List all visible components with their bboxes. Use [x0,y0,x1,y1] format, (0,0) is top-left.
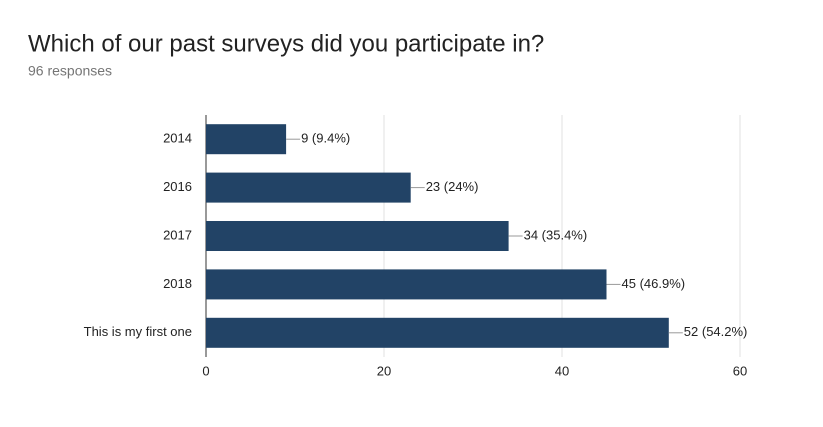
x-tick-label: 20 [377,363,391,378]
x-tick-label: 40 [555,363,569,378]
value-label: 23 (24%) [426,179,479,194]
x-tick-label: 60 [733,363,747,378]
bar [206,124,287,155]
chart-title: Which of our past surveys did you partic… [28,30,544,57]
bar [206,220,509,252]
y-tick-label: 2017 [163,227,192,242]
value-label: 52 (54.2%) [684,324,748,339]
bar [206,317,669,348]
y-tick-label: This is my first one [84,324,192,339]
y-tick-label: 2016 [163,179,192,194]
y-tick-label: 2018 [163,276,192,291]
x-tick-label: 0 [202,363,209,378]
value-label: 34 (35.4%) [524,227,588,242]
value-label: 45 (46.9%) [622,276,686,291]
bar [206,269,607,300]
value-label: 9 (9.4%) [301,131,350,146]
chart-subtitle: 96 responses [28,63,112,79]
y-tick-label: 2014 [163,131,192,146]
bar [206,172,411,203]
